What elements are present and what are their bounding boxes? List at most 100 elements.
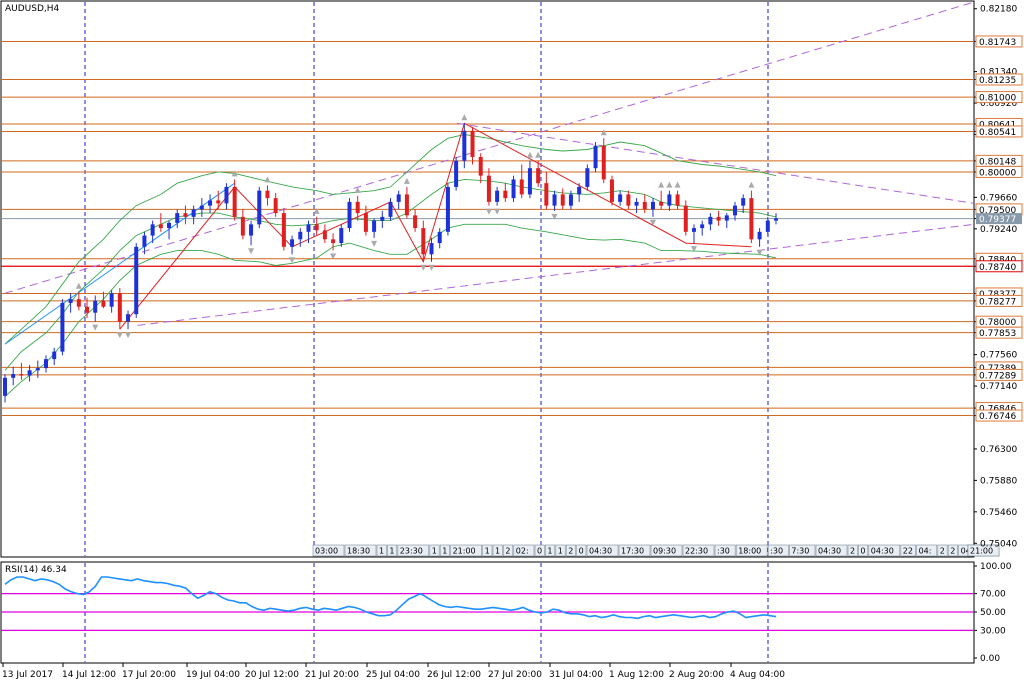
candle-bull <box>650 201 655 210</box>
candle-bear <box>265 190 270 199</box>
time-tick-label: 2 Aug 20:00 <box>669 670 724 680</box>
level-price-box <box>975 368 1023 381</box>
session-box <box>534 544 545 557</box>
session-label: 0 <box>537 547 542 556</box>
channel-line-1 <box>137 223 975 326</box>
session-box <box>967 544 1000 557</box>
candle-bear <box>683 205 688 232</box>
session-box <box>439 544 450 557</box>
price-tick-label: 0.75460 <box>980 508 1017 518</box>
level-price-label: 0.81235 <box>979 76 1016 86</box>
candle-bear <box>273 198 278 214</box>
level-price-label: 0.80541 <box>979 128 1016 138</box>
candle-bear <box>331 239 336 244</box>
time-tick-label: 1 Aug 12:00 <box>609 670 664 680</box>
candle-bull <box>35 368 40 371</box>
level-price-label: 0.78277 <box>979 297 1016 307</box>
fractal-up-marker <box>600 129 607 136</box>
session-box <box>344 544 377 557</box>
session-label: 03:00 <box>315 547 338 556</box>
level-price-box <box>975 35 1023 48</box>
main-plot-frame <box>0 0 975 558</box>
candle-bull <box>257 190 262 225</box>
candle-bull <box>774 218 778 221</box>
session-box <box>789 544 816 557</box>
session-label: 04: <box>961 547 974 556</box>
candle-bull <box>388 201 393 217</box>
candle-bull <box>552 194 557 206</box>
candle-bear <box>486 175 491 202</box>
fractal-up-marker <box>526 151 533 158</box>
fractal-up-marker <box>674 181 681 188</box>
candle-bull <box>462 130 467 161</box>
candle-bear <box>101 300 106 307</box>
candle-bear <box>544 183 549 206</box>
session-box <box>482 544 493 557</box>
fractal-up-marker <box>75 282 82 289</box>
session-label: 09:30 <box>653 547 676 556</box>
candle-bull <box>167 222 172 229</box>
time-tick-label: 13 Jul 2017 <box>2 670 53 680</box>
candle-bull <box>691 228 696 232</box>
candle-bull <box>568 194 573 206</box>
candle-bear <box>322 230 327 240</box>
fractal-up-marker <box>666 181 673 188</box>
fractal-up-marker <box>354 186 361 193</box>
price-tick-label: 0.82180 <box>980 5 1017 15</box>
zigzag-polyline <box>119 122 752 330</box>
candle-bull <box>60 302 65 352</box>
level-price-label: 0.80000 <box>979 168 1016 178</box>
level-price-box <box>975 409 1023 422</box>
candle-bull <box>577 186 582 195</box>
candle-bear <box>470 130 475 157</box>
candle-bull <box>667 194 672 206</box>
session-label: 1 <box>558 547 563 556</box>
rsi-indicator: 100.00 70.00 50.00 30.00 0.00 <box>1 562 1012 664</box>
candle-bear <box>601 145 606 180</box>
candle-bear <box>240 216 245 236</box>
session-label: 2 <box>950 547 955 556</box>
candle-bull <box>741 198 746 206</box>
time-axis: 13 Jul 2017 14 Jul 12:00 17 Jul 20:00 19 Ju… <box>2 663 785 680</box>
fractal-down-marker <box>420 264 427 271</box>
session-box <box>513 544 535 557</box>
rsi-tick-label: 0.00 <box>980 654 1000 664</box>
session-box <box>916 544 938 557</box>
session-label: 1 <box>432 547 437 556</box>
candle-bull <box>109 293 114 307</box>
session-box <box>868 544 901 557</box>
session-label: 22 <box>903 547 913 556</box>
level-price-box <box>975 125 1023 138</box>
candle-bull <box>634 201 639 206</box>
level-price-label: 0.81000 <box>979 94 1016 104</box>
session-label: 02: <box>516 547 529 556</box>
session-label: 1 <box>389 547 394 556</box>
price-tick-label: 0.77140 <box>980 382 1017 392</box>
candle-bull <box>724 215 729 221</box>
candle-bull <box>150 224 155 236</box>
session-box <box>650 544 683 557</box>
session-box <box>815 544 848 557</box>
price-tick-label: 0.79240 <box>980 225 1017 235</box>
candle-bull <box>380 216 385 221</box>
fractal-down-marker <box>690 246 697 253</box>
level-price-box <box>975 91 1023 104</box>
candle-bull <box>437 231 442 244</box>
session-label: 04: <box>919 547 932 556</box>
candle-bull <box>339 228 344 244</box>
candle-bull <box>93 300 98 313</box>
time-tick-label: 25 Jul 04:00 <box>366 670 420 680</box>
candle-bull <box>372 220 377 232</box>
candle-bull <box>11 374 16 378</box>
candle-bull <box>52 351 57 360</box>
candle-bull <box>527 168 532 195</box>
candle-bear <box>503 190 508 199</box>
rsi-line <box>4 576 777 620</box>
session-box <box>735 544 768 557</box>
session-label: 1 <box>379 547 384 556</box>
session-label: :30 <box>770 547 783 556</box>
fractal-up-marker <box>313 207 320 214</box>
time-tick-label: 19 Jul 04:00 <box>186 670 240 680</box>
session-box <box>586 544 619 557</box>
bollinger-lower <box>4 223 777 397</box>
